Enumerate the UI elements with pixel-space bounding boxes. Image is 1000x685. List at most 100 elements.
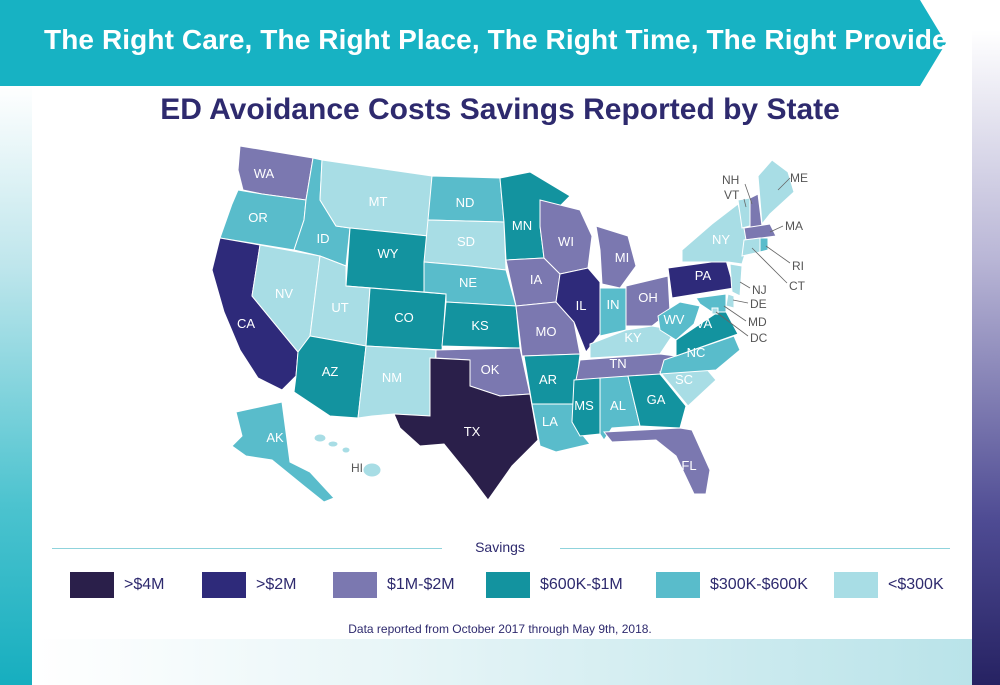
legend-item-lt300k: <$300K bbox=[834, 572, 944, 598]
legend-label-300k-600k: $300K-$600K bbox=[710, 576, 808, 593]
label-MA: MA bbox=[785, 219, 803, 233]
state-DE[interactable] bbox=[725, 293, 735, 309]
label-CO: CO bbox=[394, 310, 414, 325]
label-OK: OK bbox=[481, 362, 500, 377]
state-MA[interactable] bbox=[743, 223, 777, 241]
state-VA[interactable] bbox=[675, 307, 739, 357]
label-DC: DC bbox=[750, 331, 768, 345]
leader-MA bbox=[769, 225, 784, 233]
legend-title: Savings bbox=[475, 539, 525, 555]
map-title: ED Avoidance Costs Savings Reported by S… bbox=[160, 93, 840, 126]
legend-item-1m-2m: $1M-$2M bbox=[333, 572, 455, 598]
state-ME[interactable] bbox=[757, 159, 795, 226]
label-TX: TX bbox=[464, 424, 481, 439]
label-ME: ME bbox=[790, 171, 808, 185]
leader-ME bbox=[777, 177, 791, 191]
legend-item-gt2m: >$2M bbox=[202, 572, 296, 598]
label-WV: WV bbox=[664, 312, 685, 327]
legend-label-gt4m: >$4M bbox=[124, 576, 165, 593]
label-MS: MS bbox=[574, 398, 594, 413]
label-RI: RI bbox=[792, 259, 804, 273]
state-NJ[interactable] bbox=[729, 263, 743, 297]
legend-swatch-gt4m bbox=[70, 572, 114, 598]
label-CA: CA bbox=[237, 316, 255, 331]
label-ID: ID bbox=[317, 231, 330, 246]
state-GA[interactable] bbox=[627, 373, 687, 429]
leader-DE bbox=[732, 299, 749, 304]
label-FL: FL bbox=[681, 458, 696, 473]
header-banner bbox=[0, 0, 946, 86]
state-labels: WA OR CA NV ID MT WY UT AZ CO NM ND SD N… bbox=[237, 166, 808, 475]
leader-VT bbox=[743, 198, 747, 208]
state-RI[interactable] bbox=[759, 237, 769, 253]
label-OH: OH bbox=[638, 290, 658, 305]
legend-label-lt300k: <$300K bbox=[888, 576, 944, 593]
label-IA: IA bbox=[530, 272, 543, 287]
label-MT: MT bbox=[369, 194, 388, 209]
label-LA: LA bbox=[542, 414, 558, 429]
label-MI: MI bbox=[615, 250, 629, 265]
state-MD[interactable] bbox=[695, 293, 727, 313]
legend-label-1m-2m: $1M-$2M bbox=[387, 576, 455, 593]
label-UT: UT bbox=[331, 300, 348, 315]
label-NM: NM bbox=[382, 370, 402, 385]
leader-NH bbox=[744, 183, 753, 205]
legend-label-gt2m: >$2M bbox=[256, 576, 297, 593]
label-NH: NH bbox=[722, 173, 739, 187]
legend-swatch-1m-2m bbox=[333, 572, 377, 598]
label-PA: PA bbox=[695, 268, 712, 283]
left-gradient-strip bbox=[0, 85, 32, 685]
legend-swatch-300k-600k bbox=[656, 572, 700, 598]
footnote: Data reported from October 2017 through … bbox=[348, 622, 652, 636]
label-AR: AR bbox=[539, 372, 557, 387]
legend-divider-left bbox=[52, 548, 442, 549]
leader-RI bbox=[765, 245, 791, 264]
banner-title: The Right Care, The Right Place, The Rig… bbox=[44, 24, 959, 55]
label-MD: MD bbox=[748, 315, 767, 329]
label-NY: NY bbox=[712, 232, 730, 247]
state-HI[interactable] bbox=[313, 433, 382, 478]
label-WY: WY bbox=[378, 246, 399, 261]
label-AZ: AZ bbox=[322, 364, 339, 379]
legend-swatch-lt300k bbox=[834, 572, 878, 598]
state-MS[interactable] bbox=[571, 377, 601, 437]
state-FL[interactable] bbox=[603, 427, 711, 495]
label-KS: KS bbox=[471, 318, 489, 333]
legend-item-300k-600k: $300K-$600K bbox=[656, 572, 808, 598]
label-NV: NV bbox=[275, 286, 293, 301]
label-AK: AK bbox=[266, 430, 284, 445]
label-MN: MN bbox=[512, 218, 532, 233]
label-NE: NE bbox=[459, 275, 477, 290]
legend-swatch-gt2m bbox=[202, 572, 246, 598]
leader-DC bbox=[715, 311, 749, 337]
label-IL: IL bbox=[576, 298, 587, 313]
label-SC: SC bbox=[675, 372, 693, 387]
label-MO: MO bbox=[536, 324, 557, 339]
label-TN: TN bbox=[609, 356, 626, 371]
legend-swatch-600k-1m bbox=[486, 572, 530, 598]
label-OR: OR bbox=[248, 210, 268, 225]
label-WI: WI bbox=[558, 234, 574, 249]
right-gradient-strip bbox=[972, 30, 1000, 685]
label-GA: GA bbox=[647, 392, 666, 407]
label-AL: AL bbox=[610, 398, 626, 413]
label-SD: SD bbox=[457, 234, 475, 249]
state-TX[interactable] bbox=[393, 357, 539, 501]
state-MO[interactable] bbox=[515, 301, 581, 357]
label-NJ: NJ bbox=[752, 283, 767, 297]
state-AK[interactable] bbox=[231, 401, 335, 503]
legend-divider-right bbox=[560, 548, 950, 549]
leader-MD bbox=[723, 305, 747, 322]
state-IN[interactable] bbox=[599, 287, 627, 337]
label-NC: NC bbox=[687, 345, 706, 360]
legend-item-gt4m: >$4M bbox=[70, 572, 164, 598]
label-ND: ND bbox=[456, 195, 475, 210]
legend-label-600k-1m: $600K-$1M bbox=[540, 576, 623, 593]
leader-CT bbox=[751, 247, 788, 284]
label-CT: CT bbox=[789, 279, 806, 293]
leader-NJ bbox=[739, 281, 751, 289]
legend-item-600k-1m: $600K-$1M bbox=[486, 572, 623, 598]
label-HI: HI bbox=[351, 461, 363, 475]
state-WV[interactable] bbox=[657, 301, 701, 341]
